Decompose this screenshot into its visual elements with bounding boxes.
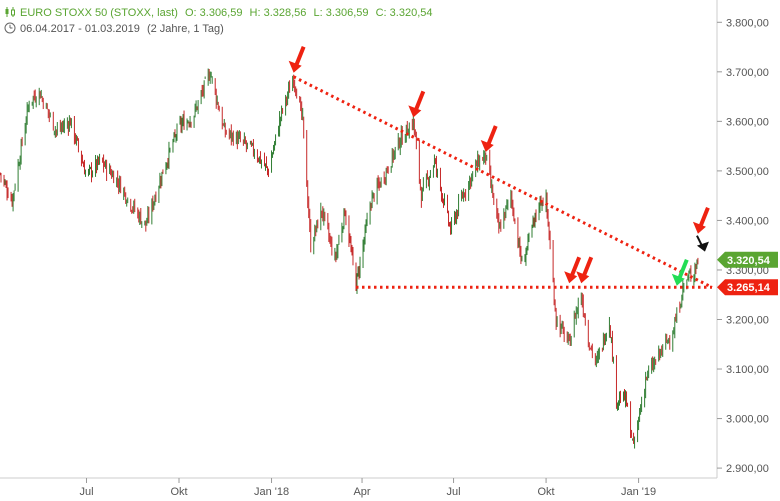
x-tick-label: Okt	[170, 486, 187, 498]
range-span: (2 Jahre, 1 Tag)	[146, 23, 224, 35]
low-value: L: 3.306,59	[313, 7, 369, 19]
y-tick-label: 3.700,00	[726, 67, 769, 79]
y-tick-label: 3.500,00	[726, 166, 769, 178]
marker-arrow-icon	[288, 46, 306, 73]
price-tag	[717, 279, 778, 296]
y-tick-label: 3.000,00	[726, 414, 769, 426]
resistance-trendline	[292, 75, 713, 289]
marker-arrow-icon	[671, 259, 689, 286]
open-value: O: 3.306,59	[184, 7, 243, 19]
y-tick-label: 3.200,00	[726, 314, 769, 326]
chart-header-ohlc: EURO STOXX 50 (STOXX, last) O: 3.306,59 …	[4, 6, 436, 19]
candles-group	[0, 68, 699, 449]
x-tick-label: Jan '19	[621, 486, 656, 498]
x-tick-label: Okt	[538, 486, 555, 498]
marker-arrow-icon	[692, 207, 710, 234]
last-price-arrow-icon	[696, 235, 709, 252]
price-tag-label: 3.265,14	[727, 282, 771, 294]
x-tick-label: Jan '18	[254, 486, 289, 498]
x-tick-label: Jul	[79, 486, 93, 498]
y-tick-label: 3.300,00	[726, 265, 769, 277]
instrument-title: EURO STOXX 50 (STOXX, last)	[20, 7, 178, 19]
x-tick-label: Jul	[447, 486, 461, 498]
y-tick-label: 3.400,00	[726, 215, 769, 227]
y-tick-label: 3.800,00	[726, 17, 769, 29]
date-range: 06.04.2017 - 01.03.2019	[20, 23, 140, 35]
price-tag-label: 3.320,54	[727, 255, 771, 267]
y-tick-label: 2.900,00	[726, 463, 769, 475]
x-tick-label: Apr	[353, 486, 370, 498]
close-value: C: 3.320,54	[375, 7, 433, 19]
y-tick-label: 3.100,00	[726, 364, 769, 376]
clock-icon	[4, 22, 16, 34]
y-tick-label: 3.600,00	[726, 116, 769, 128]
high-value: H: 3.328,56	[249, 7, 307, 19]
marker-arrow-icon	[564, 256, 582, 284]
marker-arrow-icon	[576, 256, 594, 284]
price-tag	[717, 251, 778, 268]
candlestick-icon	[5, 7, 15, 17]
marker-arrow-icon	[480, 125, 498, 153]
chart-header-range: 06.04.2017 - 01.03.2019 (2 Jahre, 1 Tag)	[4, 22, 228, 35]
marker-arrow-icon	[408, 90, 426, 118]
